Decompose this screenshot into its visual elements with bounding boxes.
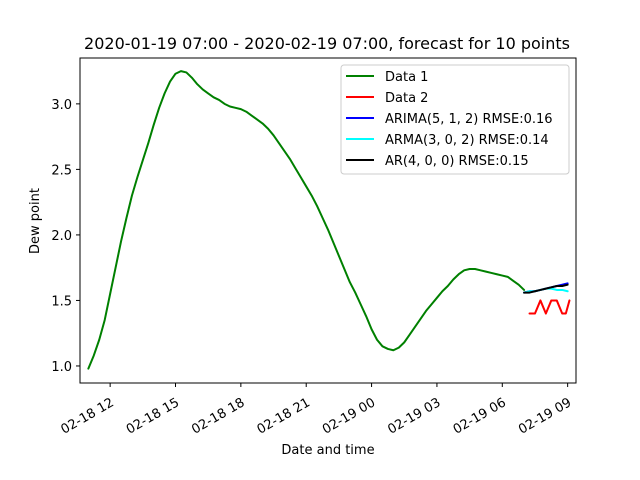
y-tick-label: 1.5 (51, 294, 72, 309)
series-line-1 (87, 70, 526, 370)
legend-label: ARIMA(5, 1, 2) RMSE:0.16 (385, 112, 553, 127)
y-axis: 1.0 1.5 2.0 2.5 3.0 (51, 98, 80, 375)
y-tick-label: 2.0 (51, 229, 72, 244)
x-axis-label: Date and time (281, 443, 374, 458)
plot-frame (79, 57, 577, 384)
y-axis-label: Dew point (28, 188, 43, 254)
legend-box (340, 64, 570, 175)
legend: Data 1 Data 2 ARIMA(5, 1, 2) RMSE:0.16 ARMA… (340, 64, 570, 175)
series-line-5 (523, 283, 569, 294)
legend-label: AR(4, 0, 0) RMSE:0.15 (385, 154, 529, 169)
y-tick-label: 2.5 (51, 163, 72, 178)
legend-label: Data 2 (385, 91, 428, 106)
series-line-2 (528, 299, 571, 315)
legend-label: ARMA(3, 0, 2) RMSE:0.14 (385, 133, 549, 148)
y-tick-label: 3.0 (51, 98, 72, 113)
y-tick-label: 1.0 (51, 360, 72, 375)
series-layer (87, 70, 571, 370)
legend-label: Data 1 (385, 70, 428, 85)
chart-title: 2020-01-19 07:00 - 2020-02-19 07:00, for… (84, 34, 570, 53)
